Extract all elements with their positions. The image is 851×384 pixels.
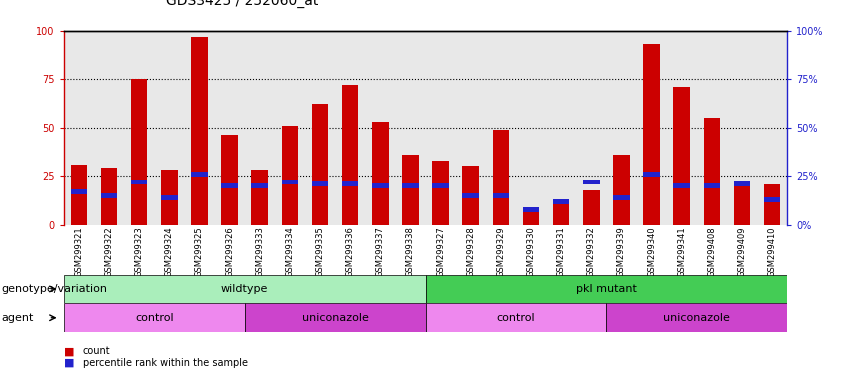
Bar: [704, 184, 720, 188]
Bar: [613, 195, 630, 200]
Bar: [245, 303, 426, 332]
Bar: [311, 104, 328, 225]
Bar: [251, 170, 268, 225]
Bar: [372, 184, 389, 188]
Text: control: control: [497, 313, 535, 323]
Bar: [372, 122, 389, 225]
Bar: [71, 189, 87, 194]
Text: ■: ■: [64, 346, 74, 356]
Bar: [764, 197, 780, 202]
Bar: [426, 303, 606, 332]
Text: uniconazole: uniconazole: [663, 313, 730, 323]
Bar: [64, 275, 426, 303]
Bar: [191, 36, 208, 225]
Text: uniconazole: uniconazole: [301, 313, 368, 323]
Bar: [131, 79, 147, 225]
Bar: [643, 172, 660, 177]
Bar: [493, 193, 509, 198]
Text: count: count: [83, 346, 110, 356]
Text: ■: ■: [64, 358, 74, 368]
Bar: [311, 182, 328, 186]
Bar: [523, 207, 540, 212]
Bar: [403, 155, 419, 225]
Bar: [764, 184, 780, 225]
Bar: [583, 180, 600, 184]
Bar: [493, 130, 509, 225]
Text: percentile rank within the sample: percentile rank within the sample: [83, 358, 248, 368]
Bar: [734, 182, 751, 186]
Text: control: control: [135, 313, 174, 323]
Bar: [613, 155, 630, 225]
Bar: [734, 186, 751, 225]
Bar: [282, 180, 298, 184]
Bar: [523, 209, 540, 225]
Bar: [342, 182, 358, 186]
Bar: [100, 169, 117, 225]
Bar: [100, 193, 117, 198]
Bar: [251, 184, 268, 188]
Bar: [607, 303, 787, 332]
Bar: [64, 303, 245, 332]
Bar: [161, 195, 178, 200]
Bar: [432, 161, 448, 225]
Bar: [191, 172, 208, 177]
Bar: [131, 180, 147, 184]
Bar: [403, 184, 419, 188]
Bar: [71, 164, 87, 225]
Text: pkl mutant: pkl mutant: [576, 284, 637, 294]
Bar: [426, 275, 787, 303]
Bar: [583, 190, 600, 225]
Text: genotype/variation: genotype/variation: [2, 284, 108, 294]
Bar: [673, 87, 690, 225]
Bar: [704, 118, 720, 225]
Text: wildtype: wildtype: [221, 284, 268, 294]
Bar: [643, 44, 660, 225]
Bar: [342, 85, 358, 225]
Text: GDS3425 / 252060_at: GDS3425 / 252060_at: [166, 0, 318, 8]
Bar: [432, 184, 448, 188]
Bar: [553, 199, 569, 225]
Text: agent: agent: [2, 313, 34, 323]
Bar: [221, 184, 238, 188]
Bar: [673, 184, 690, 188]
Bar: [161, 170, 178, 225]
Bar: [221, 136, 238, 225]
Bar: [553, 199, 569, 204]
Bar: [462, 193, 479, 198]
Bar: [462, 167, 479, 225]
Bar: [282, 126, 298, 225]
